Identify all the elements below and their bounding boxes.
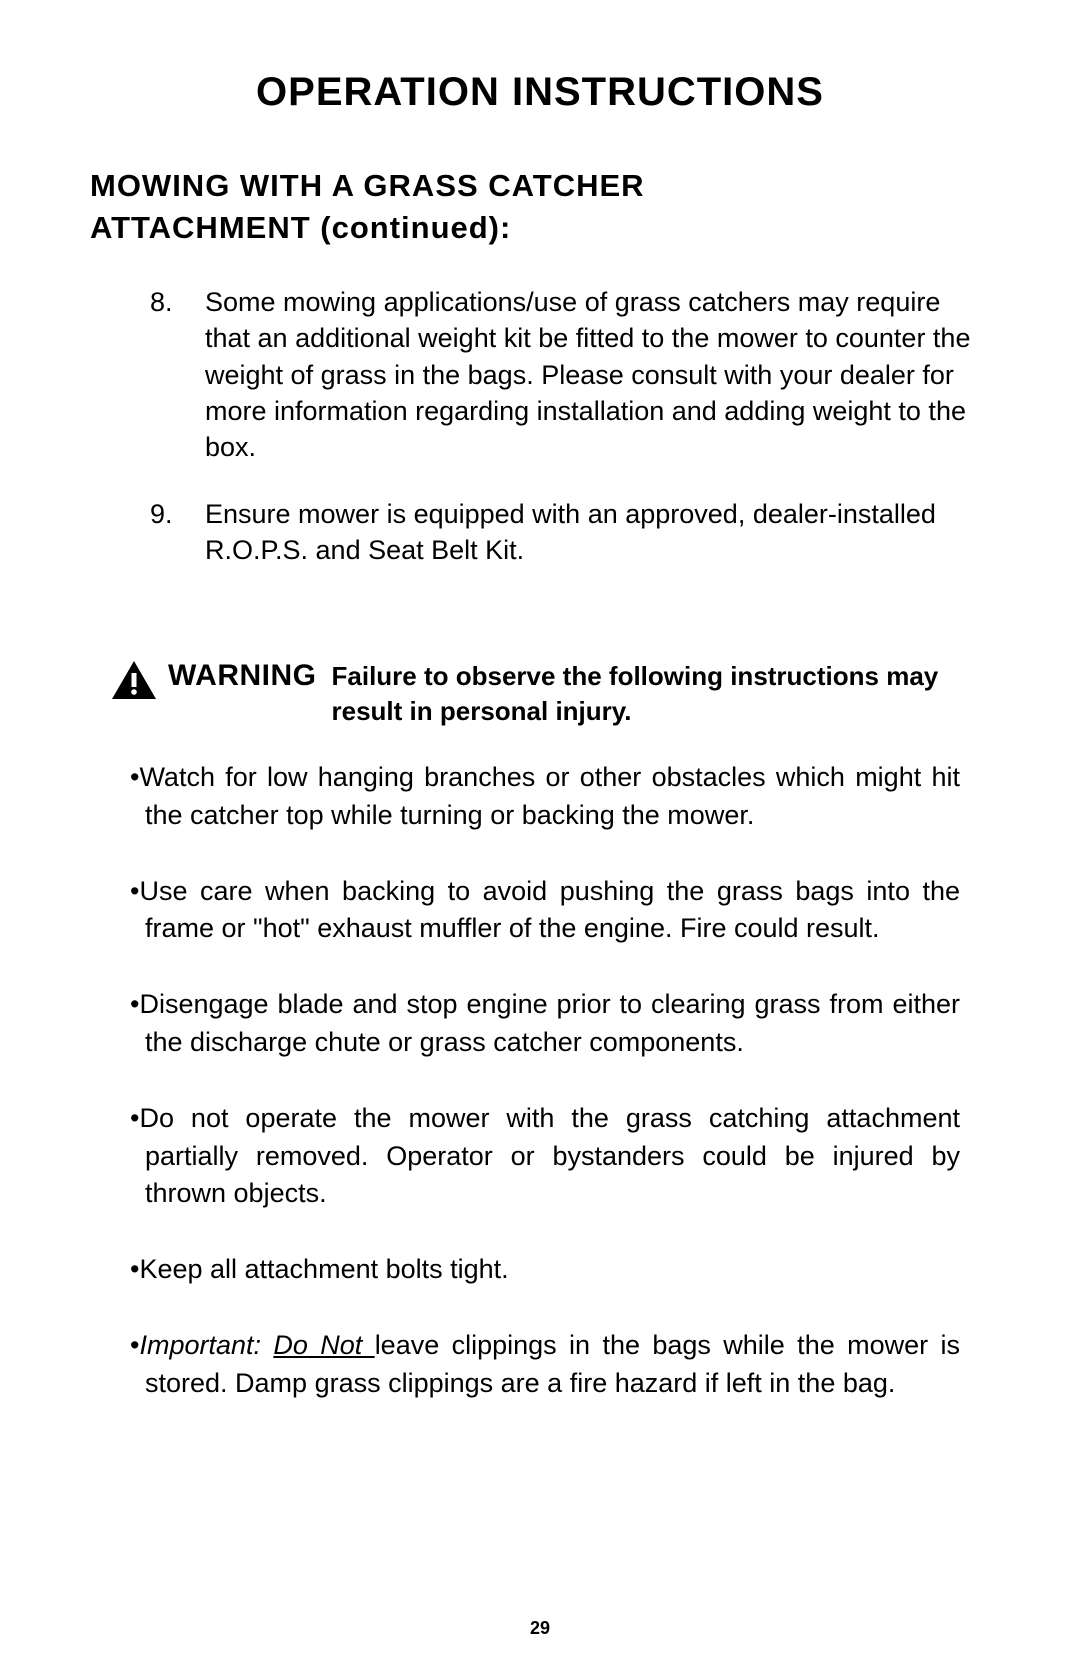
numbered-item: 8. Some mowing applications/use of grass…: [150, 284, 990, 466]
numbered-item: 9. Ensure mower is equipped with an appr…: [150, 496, 990, 569]
warning-label: WARNING: [168, 659, 317, 693]
bullet-text: Watch for low hanging branches or other …: [139, 762, 960, 830]
section-heading: MOWING WITH A GRASS CATCHER ATTACHMENT (…: [90, 165, 990, 249]
bullet-list: Watch for low hanging branches or other …: [90, 759, 990, 1403]
bullet-item: Use care when backing to avoid pushing t…: [130, 873, 960, 949]
bullet-text: Keep all attachment bolts tight.: [139, 1254, 508, 1284]
warning-header: WARNING Failure to observe the following…: [90, 659, 990, 729]
bullet-item: Do not operate the mower with the grass …: [130, 1100, 960, 1213]
bullet-item-final: Important: Do Not leave clippings in the…: [130, 1327, 960, 1403]
bullet-item: Watch for low hanging branches or other …: [130, 759, 960, 835]
item-text: Some mowing applications/use of grass ca…: [205, 284, 990, 466]
important-prefix: Important:: [139, 1330, 273, 1360]
bullet-text: Use care when backing to avoid pushing t…: [139, 876, 960, 944]
bullet-item: Disengage blade and stop engine prior to…: [130, 986, 960, 1062]
page-title: OPERATION INSTRUCTIONS: [90, 70, 990, 115]
section-heading-line2: ATTACHMENT (continued):: [90, 210, 511, 245]
warning-triangle-icon: [110, 659, 158, 701]
do-not-text: Do Not: [273, 1330, 374, 1360]
item-text: Ensure mower is equipped with an approve…: [205, 496, 990, 569]
numbered-list: 8. Some mowing applications/use of grass…: [90, 284, 990, 569]
item-number: 9.: [150, 496, 205, 569]
bullet-text: Do not operate the mower with the grass …: [139, 1103, 960, 1209]
section-heading-line1: MOWING WITH A GRASS CATCHER: [90, 168, 645, 203]
bullet-text: Disengage blade and stop engine prior to…: [139, 989, 960, 1057]
bullet-item: Keep all attachment bolts tight.: [130, 1251, 960, 1289]
warning-text: Failure to observe the following instruc…: [332, 659, 971, 729]
item-number: 8.: [150, 284, 205, 466]
page-number: 29: [0, 1618, 1080, 1639]
